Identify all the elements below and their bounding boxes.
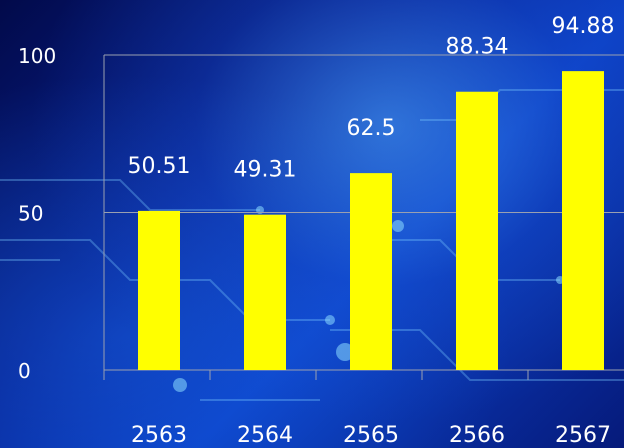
x-tick-label: 2565 [343, 423, 399, 448]
bars [138, 71, 604, 371]
x-tick-label: 2567 [555, 423, 611, 448]
bar-2563 [138, 210, 180, 370]
data-label: 88.34 [446, 35, 509, 60]
circuit-background [0, 89, 624, 401]
data-label: 50.51 [128, 154, 191, 179]
labels: 0 50 100 50.51 2563 49.31 2564 62.5 2565 88.34 256… [18, 14, 614, 448]
bar-2564 [244, 214, 286, 370]
data-label: 94.88 [552, 14, 615, 39]
x-tick-label: 2563 [131, 423, 187, 448]
data-label: 49.31 [234, 158, 297, 183]
x-axis [103, 55, 529, 380]
y-tick-label: 0 [18, 359, 31, 383]
bar-2567 [562, 71, 604, 371]
data-label: 62.5 [347, 116, 396, 141]
y-tick-label: 50 [18, 202, 43, 226]
x-tick-label: 2566 [449, 423, 505, 448]
y-tick-label: 100 [18, 44, 56, 68]
bar-2566 [456, 91, 498, 370]
x-tick-label: 2564 [237, 423, 293, 448]
bar-2565 [350, 173, 392, 370]
